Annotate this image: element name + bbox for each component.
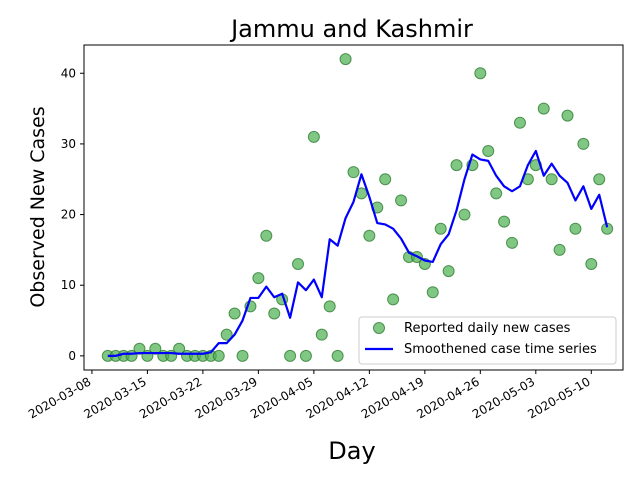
axes-frame — [83, 44, 624, 371]
legend-box — [358, 316, 617, 365]
scatter-point — [577, 137, 590, 150]
scatter-point — [561, 109, 574, 122]
scatter-point — [545, 173, 558, 186]
scatter-point — [133, 342, 146, 355]
scatter-point — [506, 236, 519, 249]
scatter-point — [553, 243, 566, 256]
scatter-point — [268, 307, 281, 320]
scatter-point — [315, 328, 328, 341]
scatter-point — [292, 258, 305, 271]
y-tick-label: 30 — [61, 137, 76, 151]
x-axis-label: Day — [328, 437, 375, 465]
scatter-point — [252, 272, 265, 285]
scatter-point — [498, 215, 511, 228]
scatter-point — [395, 194, 408, 207]
scatter-point — [363, 229, 376, 242]
scatter-point — [260, 229, 273, 242]
scatter-point — [482, 144, 495, 157]
scatter-point — [149, 342, 162, 355]
scatter-point — [228, 307, 241, 320]
y-tick-label: 20 — [61, 208, 76, 222]
scatter-point — [426, 286, 439, 299]
scatter-point — [490, 187, 503, 200]
scatter-point — [347, 166, 360, 179]
legend-label-scatter: Reported daily new cases — [404, 321, 571, 336]
scatter-point — [513, 116, 526, 129]
legend-marker-scatter — [373, 322, 385, 334]
scatter-point — [220, 328, 233, 341]
scatter-point — [442, 265, 455, 278]
legend: Reported daily new cases Smoothened case … — [358, 316, 617, 365]
scatter-point — [593, 173, 606, 186]
scatter-point — [458, 208, 471, 221]
scatter-point — [450, 159, 463, 172]
y-tick-label: 10 — [61, 278, 76, 292]
scatter-point — [387, 293, 400, 306]
scatter-point — [379, 173, 392, 186]
scatter-point — [339, 53, 352, 66]
scatter-point — [434, 222, 447, 235]
scatter-point — [569, 222, 582, 235]
y-axis-label: Observed New Cases — [27, 106, 49, 307]
chart-title: Jammu and Kashmir — [229, 15, 473, 43]
scatter-point — [299, 349, 312, 362]
scatter-point — [236, 349, 249, 362]
y-tick-label: 0 — [68, 349, 76, 363]
y-tick-label: 40 — [61, 66, 76, 80]
scatter-point — [284, 349, 297, 362]
smoothed-line — [107, 149, 609, 357]
scatter-point — [474, 67, 487, 80]
scatter-point — [212, 349, 225, 362]
scatter-point — [331, 349, 344, 362]
scatter-point — [323, 300, 336, 313]
scatter-point — [537, 102, 550, 115]
scatter-point — [307, 130, 320, 143]
legend-label-line: Smoothened case time series — [404, 342, 597, 357]
scatter-point — [585, 258, 598, 271]
